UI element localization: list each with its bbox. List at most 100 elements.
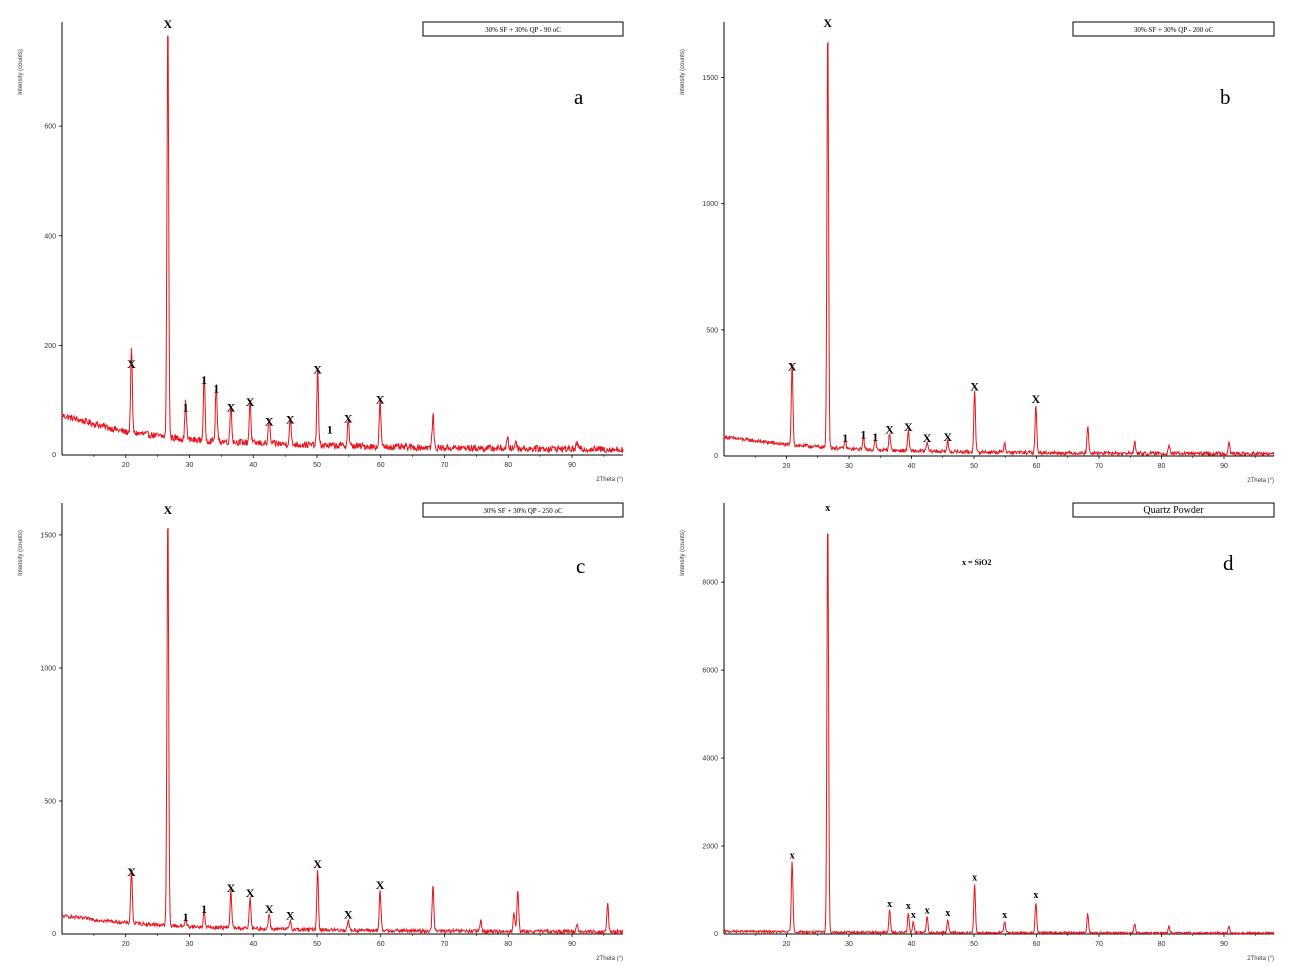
x-axis-label: 2Theta (°) — [1247, 478, 1274, 484]
legend-box — [422, 502, 624, 518]
x-axis-label: 2Theta (°) — [1247, 956, 1274, 962]
x-tick-label: 80 — [504, 462, 512, 469]
y-tick-label: 500 — [44, 798, 56, 805]
peak-label: x — [972, 873, 977, 884]
x-tick-label: 50 — [970, 463, 978, 470]
panel-letter: c — [576, 554, 585, 578]
xrd-panel-d: 20 30 40 50 60 70 80 90 0 2000 4000 6000 8000 Intensi… — [680, 502, 1275, 962]
y-tick-label: 2000 — [702, 844, 718, 851]
xrd-series-line — [723, 41, 1275, 458]
x-tick-label: 90 — [1220, 463, 1228, 470]
legend-box — [1072, 21, 1275, 37]
peak-label: X — [127, 865, 136, 879]
peak-label: 1 — [842, 431, 848, 445]
peak-label: X — [1032, 392, 1041, 406]
x-tick-label: 90 — [1220, 941, 1228, 948]
x-tick-label: 30 — [186, 462, 194, 469]
y-tick-label: 1000 — [702, 201, 718, 208]
x-tick-label: 40 — [908, 463, 916, 470]
y-tick-label: 6000 — [702, 668, 718, 675]
peak-label: X — [265, 902, 274, 916]
y-tick-label: 0 — [52, 931, 56, 938]
peak-label: X — [376, 878, 385, 892]
x-tick-label: 20 — [783, 463, 791, 470]
peak-label: X — [246, 886, 255, 900]
peak-label: 1 — [213, 381, 219, 395]
peak-label: 1 — [872, 430, 878, 444]
peak-label: x — [925, 906, 930, 917]
xrd-series-line — [61, 35, 624, 454]
x-tick-label: 40 — [908, 941, 916, 948]
x-tick-label: 80 — [1158, 941, 1166, 948]
xrd-series-line — [723, 533, 1275, 936]
x-tick-label: 80 — [504, 941, 512, 948]
peak-label: X — [286, 909, 295, 923]
y-tick-label: 0 — [714, 931, 718, 938]
peak-label: X — [376, 392, 385, 406]
legend-text: 30% SF + 30% QP - 90 oC — [485, 26, 561, 34]
peak-label: 1 — [183, 910, 189, 924]
peak-label: X — [246, 395, 255, 409]
legend-text: 30% SF + 30% QP - 250 oC — [483, 507, 563, 515]
peak-label: X — [923, 431, 932, 445]
x-tick-label: 50 — [313, 941, 321, 948]
x-axis-label: 2Theta (°) — [596, 477, 623, 483]
peak-label: X — [265, 414, 274, 428]
x-tick-label: 70 — [441, 941, 449, 948]
y-tick-label: 1500 — [702, 75, 718, 82]
y-axis-label: Intensity (counts) — [680, 530, 686, 576]
x-tick-label: 50 — [970, 941, 978, 948]
peak-label: X — [127, 357, 136, 371]
x-tick-label: 30 — [845, 941, 853, 948]
y-tick-label: 1500 — [40, 532, 56, 539]
peak-label: X — [313, 857, 322, 871]
peak-label: X — [344, 907, 353, 921]
x-tick-label: 60 — [377, 941, 385, 948]
y-tick-label: 200 — [44, 343, 56, 350]
xrd-panel-c: 20 30 40 50 60 70 80 90 0 500 1000 1500 Intensity (c… — [18, 502, 624, 962]
x-tick-label: 60 — [1033, 941, 1041, 948]
peak-label: x — [911, 910, 916, 921]
peak-label: 1 — [183, 401, 189, 415]
peak-label: x — [945, 908, 950, 919]
y-tick-label: 8000 — [702, 580, 718, 587]
peak-label: X — [885, 422, 894, 436]
y-tick-label: 0 — [52, 452, 56, 459]
peak-label: X — [313, 362, 322, 376]
x-tick-label: 30 — [845, 463, 853, 470]
panel-letter: b — [1220, 85, 1231, 109]
peak-label: x — [1002, 910, 1007, 921]
y-tick-label: 1000 — [40, 665, 56, 672]
y-tick-label: 0 — [714, 453, 718, 460]
xrd-panel-b: 20 30 40 50 60 70 80 90 0 500 1000 1500 Intensity (c… — [680, 16, 1275, 484]
x-tick-label: 60 — [377, 462, 385, 469]
peak-label: X — [227, 401, 236, 415]
y-axis-label: Intensity (counts) — [680, 49, 686, 95]
peak-label: 1 — [201, 373, 207, 387]
x-tick-label: 50 — [313, 462, 321, 469]
x-tick-label: 20 — [122, 941, 130, 948]
peak-label: x — [825, 503, 830, 514]
peak-label: X — [943, 430, 952, 444]
y-axis-label: Intensity (counts) — [18, 530, 24, 576]
xrd-series-line — [62, 527, 624, 936]
peak-label: X — [823, 16, 832, 30]
x-tick-label: 70 — [1095, 941, 1103, 948]
legend-text: 30% SF + 30% QP - 200 oC — [1134, 26, 1214, 34]
xrd-panel-a: 20 30 40 50 60 70 80 90 0 200 400 600 Intensity (cou… — [18, 17, 624, 483]
peak-label: X — [904, 420, 913, 434]
x-tick-label: 60 — [1033, 463, 1041, 470]
peak-label: 1 — [327, 423, 333, 437]
x-tick-label: 80 — [1158, 463, 1166, 470]
peak-label: x — [887, 899, 892, 910]
peak-label: x — [790, 851, 795, 862]
x-tick-label: 20 — [783, 941, 791, 948]
legend-text: Quartz Powder — [1143, 505, 1204, 516]
y-tick-label: 4000 — [702, 756, 718, 763]
x-tick-label: 20 — [122, 462, 130, 469]
peak-label: X — [286, 413, 295, 427]
peak-label: 1 — [860, 427, 866, 441]
peak-label: X — [970, 379, 979, 393]
y-tick-label: 400 — [44, 233, 56, 240]
panel-letter: a — [574, 85, 584, 109]
